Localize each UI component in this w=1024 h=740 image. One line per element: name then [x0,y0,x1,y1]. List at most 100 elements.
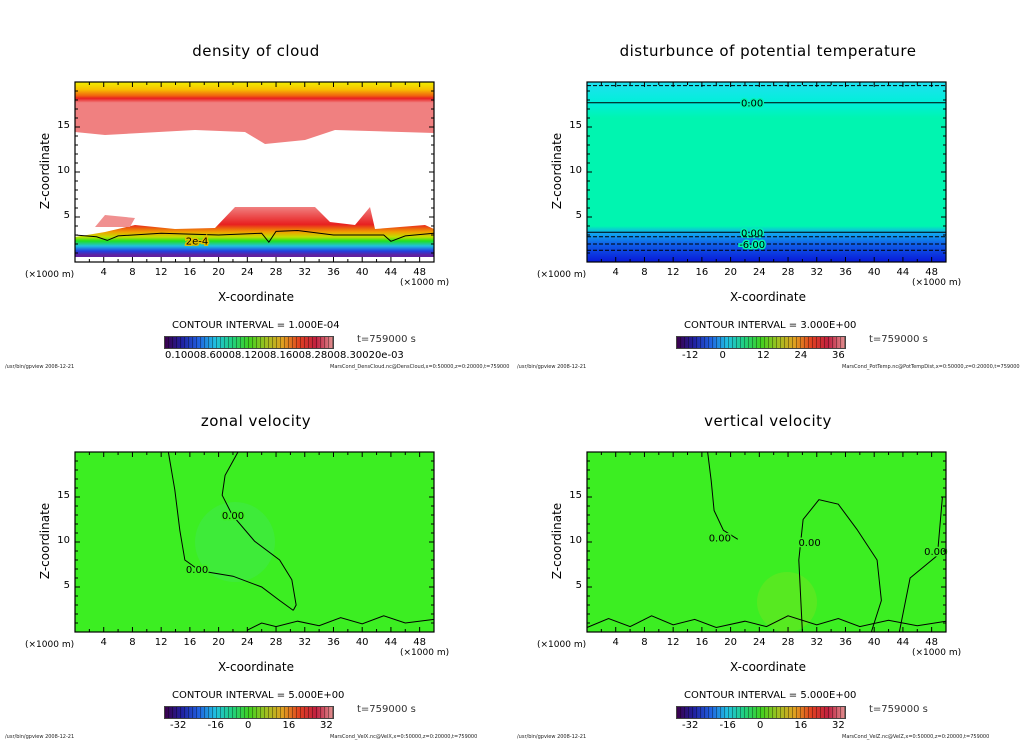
colorbar-label: -32 [682,720,699,731]
plot-area: 0.00 0.00 0.00 [586,451,948,633]
x-tick-label: 28 [781,637,795,648]
x-tick-label: 32 [298,267,312,278]
chart-title: density of cloud [192,42,320,60]
contour-line [586,615,947,629]
x-tick-label: 24 [240,267,254,278]
colorbar-label: -16 [207,720,224,731]
colorbar-label: -16 [719,720,736,731]
footer-right: MarsCond_VelX.nc@VelX,x=0:50000,z=0:2000… [330,734,478,740]
contour-label: 0.00 [741,99,763,110]
panel-1: density of cloud Z-coordinate X-coordina… [0,0,512,370]
x-tick-label: 28 [269,637,283,648]
plot-area: 2e-4 [74,81,435,263]
contour-line [221,451,297,611]
colorbar [676,706,846,719]
x-tick-label: 44 [896,267,910,278]
footer-left: /usr/bin/gpview 2008-12-21 [517,734,587,740]
plot-frame [74,451,435,633]
x-tick-label: 36 [839,267,852,278]
colorbar-label: 0 [719,350,726,361]
plot-area: 0.00 0.00 [74,451,435,633]
x-tick-label: 12 [666,267,680,278]
x-tick-label: 40 [355,267,369,278]
x-tick-label: 4 [612,267,619,278]
contour-label: 0.00 [222,511,244,522]
panel-2: disturbunce of potential temperature Z-c… [512,0,1024,370]
x-tick-label: 8 [641,267,648,278]
x-tick-label: 28 [781,267,795,278]
colorbar-label: 0 [757,720,764,731]
contour-label: 0.00 [741,228,763,239]
colorbar [676,336,846,349]
contour-interval: CONTOUR INTERVAL = 3.000E+00 [684,320,857,331]
x-axis-label: X-coordinate [730,660,806,674]
contour-interval: CONTOUR INTERVAL = 5.000E+00 [172,690,345,701]
x-tick-label: 12 [154,637,168,648]
x-unit-right: (×1000 m) [400,648,450,658]
contour-label: 0.00 [924,547,946,558]
x-tick-label: 24 [240,637,254,648]
colorbar-label: 16 [282,720,296,731]
x-tick-label: 48 [925,637,938,648]
x-tick-label: 36 [327,637,340,648]
x-tick-label: 44 [384,637,398,648]
x-tick-label: 12 [666,637,680,648]
x-tick-label: 20 [212,637,225,648]
x-unit-left: (×1000 m) [537,270,587,280]
colorbar [164,706,334,719]
x-tick-label: 32 [810,267,824,278]
contour-line [798,499,882,633]
contour-line [167,451,294,611]
y-tick-label: 5 [575,210,582,221]
x-tick-label: 48 [413,267,426,278]
x-tick-label: 40 [355,637,369,648]
x-tick-label: 36 [839,637,852,648]
y-tick-label: 15 [569,490,582,501]
contour-label: 0.00 [798,538,820,549]
colorbar-label: 0 [245,720,252,731]
time-label: t=759000 s [869,704,928,715]
y-axis-label: Z-coordinate [550,132,564,210]
x-axis-label: X-coordinate [218,290,294,304]
colorbar-label: -32 [170,720,187,731]
contour-interval: CONTOUR INTERVAL = 5.000E+00 [684,690,857,701]
x-tick-label: 44 [896,637,910,648]
contour-interval: CONTOUR INTERVAL = 1.000E-04 [172,320,340,331]
x-tick-label: 36 [327,267,340,278]
y-tick-label: 5 [63,580,70,591]
x-tick-label: 8 [129,637,136,648]
x-tick-label: 16 [695,267,709,278]
x-tick-label: 44 [384,267,398,278]
x-tick-label: 32 [810,637,824,648]
y-axis-label: Z-coordinate [38,132,52,210]
contour-label: 0.00 [709,534,731,545]
x-tick-label: 48 [925,267,938,278]
x-tick-label: 32 [298,637,312,648]
contour-label: 2e-4 [186,236,209,247]
time-label: t=759000 s [357,704,416,715]
footer-left: /usr/bin/gpview 2008-12-21 [517,364,587,370]
x-tick-label: 16 [695,637,709,648]
x-unit-left: (×1000 m) [25,640,75,650]
footer-right: MarsCond_DensCloud.nc@DensCloud,x=0:5000… [330,364,510,370]
time-label: t=759000 s [357,334,416,345]
footer-right: MarsCond_PotTemp.nc@PotTempDist,x=0:5000… [842,364,1020,370]
time-label: t=759000 s [869,334,928,345]
x-tick-label: 4 [612,637,619,648]
contour-line [74,229,435,244]
contour-line [707,451,739,540]
x-tick-label: 8 [129,267,136,278]
y-tick-label: 10 [57,165,70,176]
panel-4: vertical velocity Z-coordinate X-coordin… [512,370,1024,740]
colorbar-label: 24 [794,350,808,361]
x-tick-label: 4 [100,637,107,648]
y-tick-label: 15 [569,120,582,131]
colorbar-label: -12 [682,350,699,361]
y-tick-label: 10 [569,535,582,546]
contour-label: -6.00 [739,240,765,251]
x-tick-label: 28 [269,267,283,278]
plot-frame [74,81,435,263]
y-tick-label: 5 [575,580,582,591]
colorbar [164,336,334,349]
x-axis-label: X-coordinate [730,290,806,304]
